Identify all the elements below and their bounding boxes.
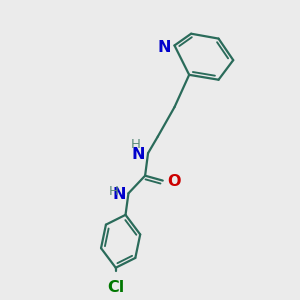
Text: H: H <box>130 138 140 151</box>
Text: H: H <box>109 185 119 198</box>
Text: N: N <box>157 40 171 55</box>
Text: Cl: Cl <box>107 280 124 296</box>
Text: N: N <box>132 147 145 162</box>
Text: O: O <box>168 174 181 189</box>
Text: N: N <box>112 187 125 202</box>
